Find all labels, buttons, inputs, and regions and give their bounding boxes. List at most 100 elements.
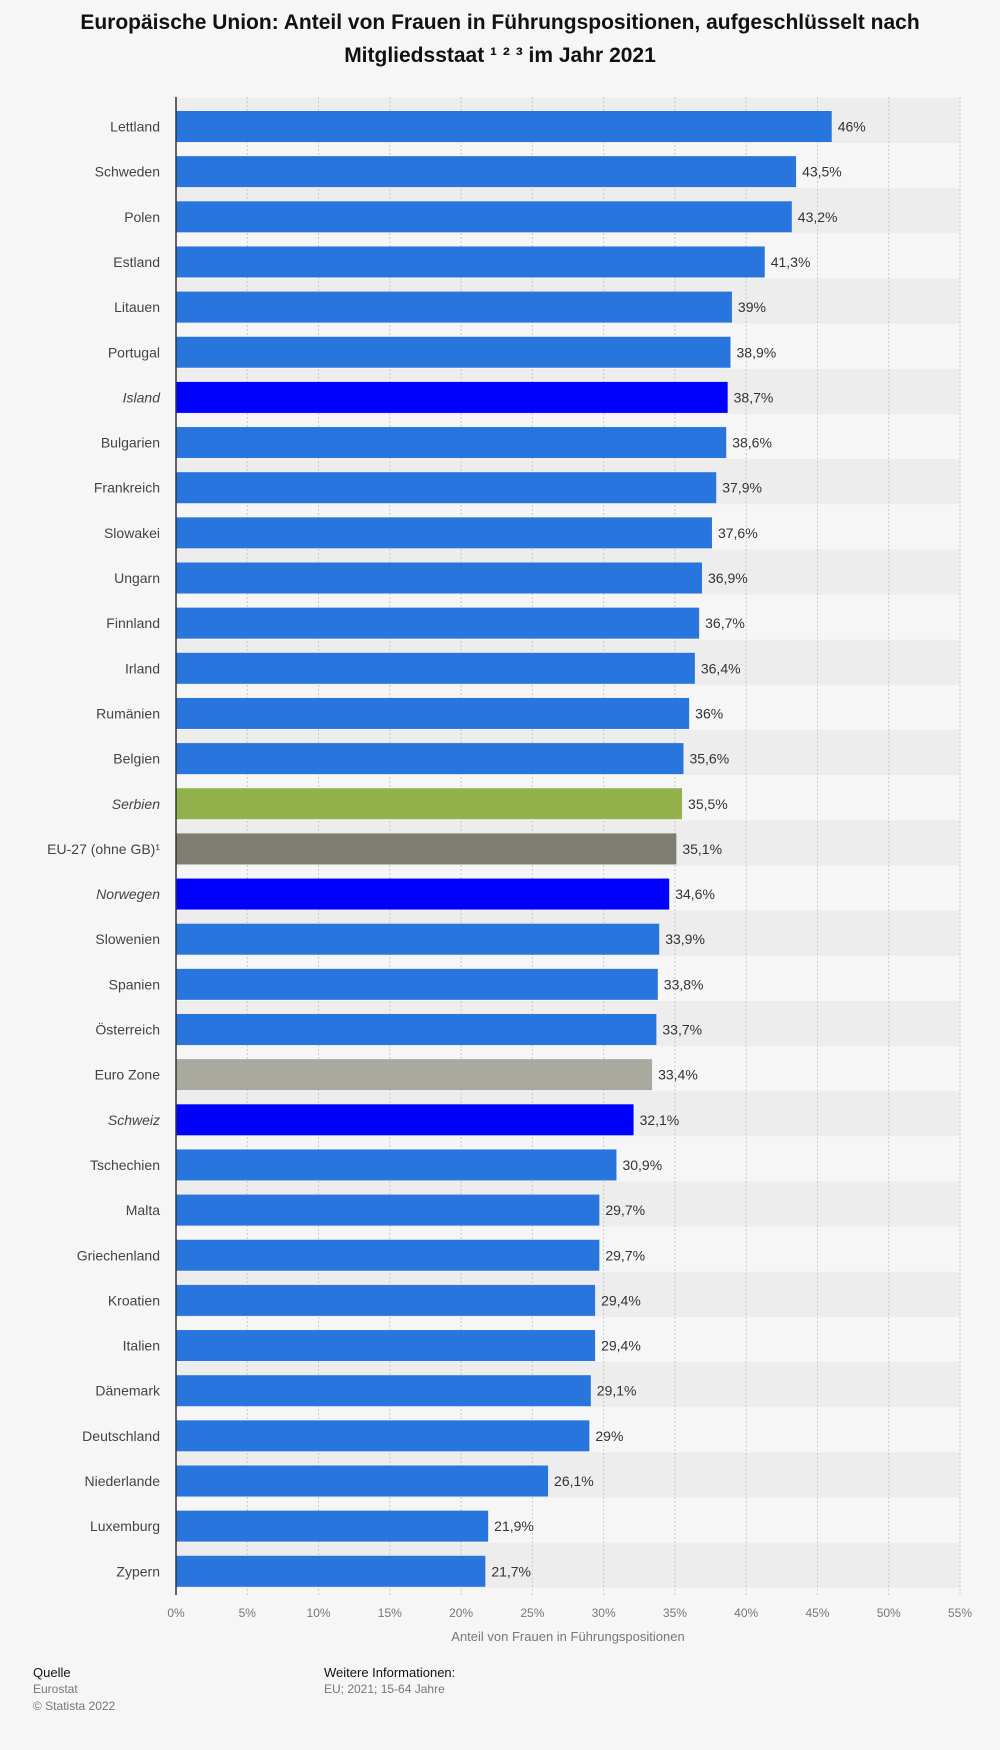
category-label: Luxemburg	[90, 1518, 160, 1534]
value-label: 29%	[595, 1428, 623, 1444]
info-heading: Weitere Informationen:	[324, 1665, 456, 1680]
x-tick-label: 55%	[948, 1606, 972, 1620]
bars	[176, 111, 832, 1587]
bar	[176, 607, 700, 639]
x-axis-label: Anteil von Frauen in Führungspositionen	[451, 1629, 684, 1644]
footer-info: Weitere Informationen: EU; 2021; 15-64 J…	[324, 1664, 455, 1698]
category-label: Polen	[124, 209, 160, 225]
category-label: Irland	[125, 660, 160, 676]
bar	[176, 1149, 617, 1181]
category-label: Slowenien	[95, 931, 160, 947]
category-label: Serbien	[112, 796, 160, 812]
bar	[176, 111, 832, 142]
value-label: 43,2%	[798, 209, 838, 225]
category-label: Slowakei	[104, 525, 160, 541]
category-label: Portugal	[108, 344, 160, 360]
bar	[176, 743, 684, 775]
bar-chart: Lettland Schweden Polen Estland Litauen Portu…	[47, 97, 972, 1644]
bar	[176, 697, 690, 729]
category-label: Zypern	[116, 1563, 160, 1579]
value-label: 29,4%	[601, 1292, 641, 1308]
bar	[176, 1239, 600, 1271]
bar	[176, 1284, 596, 1316]
bar	[176, 562, 702, 594]
bar	[176, 923, 660, 955]
value-label: 33,8%	[664, 976, 704, 992]
value-label: 29,1%	[597, 1383, 637, 1399]
bar	[176, 427, 727, 459]
value-label: 37,6%	[718, 525, 758, 541]
value-label: 29,7%	[605, 1247, 645, 1263]
bar	[176, 1555, 486, 1587]
value-label: 35,1%	[682, 841, 722, 857]
value-label: 37,9%	[722, 480, 762, 496]
bar	[176, 833, 677, 865]
x-tick-label: 25%	[520, 1606, 544, 1620]
value-label: 36%	[695, 705, 723, 721]
category-label: Norwegen	[96, 886, 160, 902]
category-label: Frankreich	[94, 480, 160, 496]
footer-source: Quelle Eurostat © Statista 2022	[33, 1664, 115, 1715]
value-label: 39%	[738, 299, 766, 315]
source-name: Eurostat	[33, 1682, 78, 1696]
bar	[176, 1510, 489, 1542]
bar	[176, 1330, 596, 1362]
bar	[176, 291, 732, 323]
value-label: 36,4%	[701, 660, 741, 676]
bar	[176, 156, 797, 188]
copyright: © Statista 2022	[33, 1699, 116, 1713]
category-label: Österreich	[95, 1021, 160, 1038]
category-label: Litauen	[114, 299, 160, 315]
category-label: Deutschland	[82, 1428, 160, 1444]
source-heading: Quelle	[33, 1665, 71, 1680]
value-label: 35,5%	[688, 796, 728, 812]
info-text: EU; 2021; 15-64 Jahre	[324, 1682, 445, 1696]
category-label: Island	[123, 389, 162, 405]
value-label: 46%	[838, 119, 866, 135]
chart-title: Europäische Union: Anteil von Frauen in …	[80, 11, 920, 67]
bar	[176, 381, 728, 413]
category-label: Spanien	[109, 976, 160, 992]
value-label: 35,6%	[689, 751, 729, 767]
category-label: Euro Zone	[95, 1067, 161, 1083]
x-tick-label: 30%	[592, 1606, 616, 1620]
bar	[176, 1104, 634, 1136]
bar	[176, 968, 658, 1000]
category-label: Belgien	[113, 751, 160, 767]
category-label: Ungarn	[114, 570, 160, 586]
category-label: Dänemark	[95, 1383, 161, 1399]
value-label: 32,1%	[640, 1112, 680, 1128]
category-label: Schweiz	[108, 1112, 160, 1128]
value-labels: 46% 43,5% 43,2% 41,3% 39% 38,9% 38,7% 38,6% 37,9…	[491, 119, 865, 1580]
category-label: Rumänien	[96, 705, 160, 721]
bar	[176, 1194, 600, 1226]
x-tick-label: 0%	[167, 1606, 185, 1620]
value-label: 38,6%	[732, 435, 772, 451]
bar	[176, 336, 731, 368]
x-tick-label: 45%	[805, 1606, 829, 1620]
value-label: 43,5%	[802, 164, 842, 180]
bar	[176, 246, 765, 278]
bar	[176, 472, 717, 504]
bar	[176, 1014, 657, 1045]
bar	[176, 878, 670, 910]
value-label: 33,4%	[658, 1067, 698, 1083]
bar	[176, 1375, 591, 1407]
x-tick-label: 35%	[663, 1606, 687, 1620]
bar	[176, 652, 695, 684]
category-label: Lettland	[110, 119, 160, 135]
x-tick-label: 10%	[307, 1606, 331, 1620]
category-label: Tschechien	[90, 1157, 160, 1173]
category-label: Italien	[123, 1338, 160, 1354]
category-label: EU-27 (ohne GB)¹	[47, 841, 160, 857]
x-tick-label: 15%	[378, 1606, 402, 1620]
x-tick-label: 20%	[449, 1606, 473, 1620]
value-label: 33,7%	[662, 1022, 702, 1038]
category-label: Estland	[113, 254, 160, 270]
category-label: Bulgarien	[101, 435, 160, 451]
bar	[176, 788, 683, 820]
category-label: Niederlande	[85, 1473, 161, 1489]
category-label: Griechenland	[77, 1247, 160, 1263]
x-tick-label: 40%	[734, 1606, 758, 1620]
bar	[176, 517, 712, 549]
